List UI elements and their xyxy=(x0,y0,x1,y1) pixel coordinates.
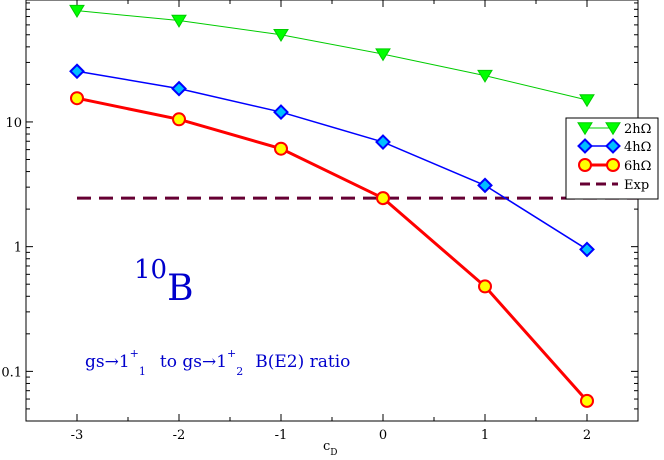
data-point xyxy=(273,104,289,120)
legend-marker xyxy=(578,158,592,172)
x-tick-label: -3 xyxy=(71,428,84,443)
data-point xyxy=(478,279,492,294)
legend-marker xyxy=(606,158,620,172)
ratio-annotation: gs→1+1 to gs→1+2 B(E2) ratio xyxy=(85,347,350,378)
data-point xyxy=(171,80,187,97)
data-point xyxy=(477,69,493,83)
legend-label: 2hΩ xyxy=(624,122,651,137)
series-layer xyxy=(69,4,595,408)
series-2 xyxy=(69,63,595,258)
series-3 xyxy=(70,91,594,408)
legend-label: 6hΩ xyxy=(624,159,651,174)
series-line xyxy=(76,10,588,101)
data-point xyxy=(171,14,187,28)
data-point xyxy=(69,63,85,80)
series-line xyxy=(76,70,588,251)
data-point xyxy=(376,191,390,206)
y-tick-label: 0.1 xyxy=(1,365,22,380)
legend-label: 4hΩ xyxy=(624,140,651,155)
series-line xyxy=(76,96,589,402)
nucleus-label: 10B xyxy=(134,255,194,309)
legend-items: 2hΩ 4hΩ 6hΩ Exp xyxy=(577,122,651,193)
data-point xyxy=(579,241,595,258)
x-tick-label: -2 xyxy=(173,428,186,443)
y-tick-label: 10 xyxy=(5,116,22,131)
data-point xyxy=(580,393,594,408)
x-axis-label: cD xyxy=(323,439,338,458)
x-tick-label: 0 xyxy=(379,428,387,443)
legend: 2hΩ 4hΩ 6hΩ Exp xyxy=(565,117,659,200)
data-point xyxy=(579,94,595,108)
data-point xyxy=(477,177,493,194)
legend-marker xyxy=(605,138,621,154)
x-tick-label: 1 xyxy=(481,428,489,443)
legend-label: Exp xyxy=(624,178,649,193)
x-tick-label: -1 xyxy=(275,428,288,443)
data-point xyxy=(274,141,288,156)
y-tick-label: 1 xyxy=(14,241,22,256)
data-point xyxy=(273,29,289,43)
legend-marker xyxy=(577,138,593,154)
data-point xyxy=(172,112,186,127)
data-point xyxy=(69,4,85,18)
series-1 xyxy=(69,4,595,108)
legend-marker xyxy=(605,122,621,136)
x-tick-label: 2 xyxy=(583,428,591,443)
data-point xyxy=(375,134,391,150)
data-point xyxy=(375,48,391,62)
legend-marker xyxy=(577,122,593,136)
data-point xyxy=(70,91,84,106)
